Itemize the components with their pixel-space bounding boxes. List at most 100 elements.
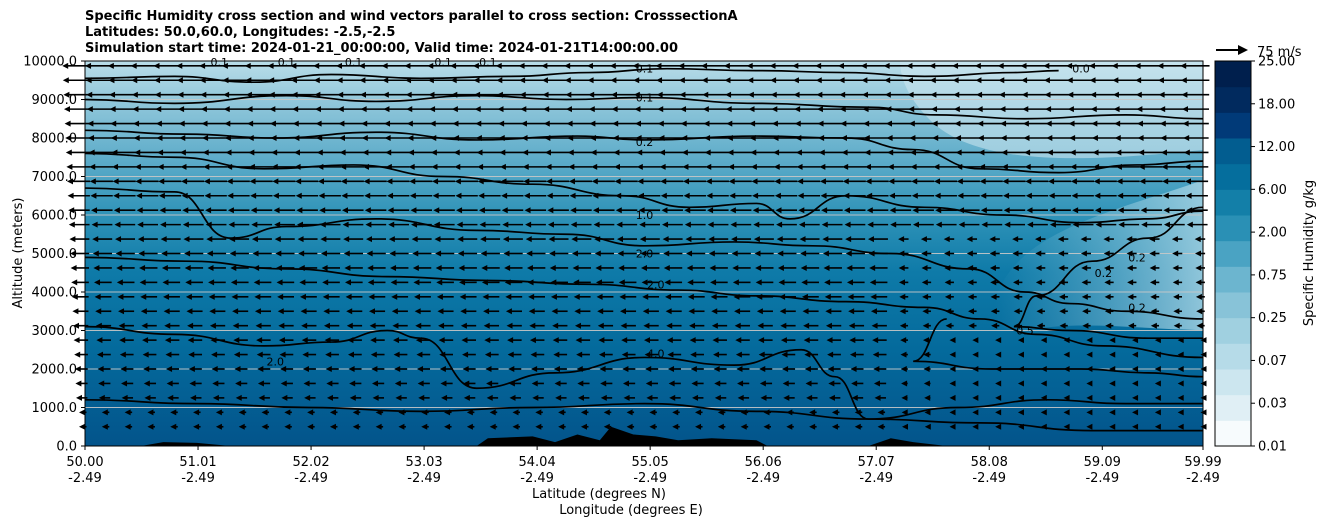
- wind-arrow-head: [523, 192, 530, 199]
- wind-arrow-head: [860, 62, 867, 69]
- wind-arrow-head: [520, 120, 527, 127]
- wind-arrow-head: [117, 293, 124, 300]
- wind-arrow-head: [460, 322, 467, 329]
- wind-arrow-head: [1150, 322, 1157, 329]
- wind-arrow-head: [848, 322, 855, 329]
- contour-labels: 0.1 0.1 0.1 0.1 0.1 0.1 0.1 0.2 0.0 1.0 2.0 2.0 2.0 4…: [211, 56, 1146, 369]
- wind-arrow-head: [989, 264, 996, 271]
- wind-arrow-head: [708, 250, 715, 257]
- wind-arrow-head: [636, 163, 643, 170]
- wind-arrow-head: [776, 236, 783, 243]
- wind-arrow-head: [415, 322, 422, 329]
- wind-arrow-head: [322, 279, 329, 286]
- wind-arrow-head: [828, 394, 835, 401]
- wind-arrow-head: [837, 62, 844, 69]
- wind-arrow-head: [326, 394, 333, 401]
- wind-arrow-head: [86, 91, 93, 98]
- wind-arrow-head: [827, 366, 834, 372]
- wind-arrow-head: [529, 337, 536, 344]
- wind-arrow-head: [901, 394, 908, 401]
- wind-arrow-head: [75, 380, 82, 387]
- wind-arrow-head: [360, 91, 367, 98]
- wind-arrow-head: [179, 149, 186, 156]
- wind-arrow-head: [65, 149, 72, 156]
- wind-arrow-head: [130, 62, 137, 69]
- wind-arrow-head: [1181, 91, 1188, 98]
- wind-arrow-head: [877, 423, 884, 430]
- wind-arrow-head: [393, 351, 400, 358]
- wind-arrow-head: [872, 351, 879, 358]
- wind-arrow-head: [410, 207, 417, 214]
- wind-arrow-head: [406, 106, 413, 113]
- colorbar-tick-label: 18.00: [1258, 97, 1295, 112]
- wind-arrow-head: [338, 135, 345, 141]
- wind-arrow-head: [819, 178, 826, 185]
- wind-arrow-head: [780, 322, 787, 329]
- x-tick-label-lat: 56.06: [745, 455, 782, 470]
- y-tick-label: 4000.0: [32, 286, 78, 301]
- wind-arrow-head: [277, 293, 284, 300]
- wind-arrow-head: [1012, 250, 1019, 257]
- wind-arrow-head: [1182, 120, 1189, 127]
- wind-arrow-head: [352, 423, 359, 430]
- colorbar-tick-label: 0.03: [1258, 397, 1287, 412]
- wind-arrow-head: [753, 221, 760, 228]
- wind-arrow-head: [900, 337, 907, 344]
- wind-arrow-head: [336, 77, 343, 84]
- wind-arrow-head: [188, 351, 195, 358]
- wind-arrow-head: [976, 91, 983, 98]
- colorbar-segment: [1215, 86, 1251, 113]
- wind-arrow-head: [501, 192, 508, 199]
- wind-arrow-head: [232, 308, 239, 315]
- wind-arrow-head: [749, 120, 756, 127]
- wind-arrow-head: [845, 236, 852, 243]
- wind-arrow-head: [705, 178, 712, 185]
- wind-arrow-head: [162, 279, 169, 286]
- wind-arrow-head: [97, 366, 104, 372]
- wind-arrow-head: [370, 351, 377, 358]
- wind-arrow-head: [544, 149, 551, 156]
- wind-arrow-head: [1070, 163, 1077, 170]
- wind-arrow-head: [548, 236, 555, 243]
- wind-arrow-head: [848, 308, 855, 315]
- wind-arrow-head: [1183, 149, 1190, 156]
- wind-arrow-head: [170, 423, 177, 430]
- wind-arrow-head: [842, 163, 849, 170]
- wind-arrow-head: [759, 366, 766, 372]
- wind-arrow-head: [393, 337, 400, 344]
- wind-arrow-head: [284, 423, 291, 430]
- wind-arrow-head: [910, 163, 917, 170]
- wind-arrow-head: [575, 337, 582, 344]
- wind-arrow-head: [156, 135, 163, 141]
- wind-arrow-head: [695, 423, 702, 430]
- wind-arrow-head: [746, 62, 753, 69]
- x-axis-label-longitude: Longitude (degrees E): [559, 503, 703, 518]
- wind-arrow-head: [1105, 322, 1112, 329]
- wind-arrow-head: [284, 409, 291, 416]
- wind-arrow-head: [869, 264, 876, 271]
- wind-arrow-head: [383, 106, 390, 113]
- contour-label: 0.1: [345, 56, 363, 69]
- wind-arrow-head: [1135, 91, 1142, 98]
- wind-arrow-head: [451, 106, 458, 113]
- wind-arrow-head: [409, 178, 416, 185]
- wind-arrow-head: [888, 178, 895, 185]
- wind-arrow-head: [90, 192, 97, 199]
- wind-arrow-head: [981, 221, 988, 228]
- wind-arrow-head: [246, 106, 253, 113]
- wind-arrow-head: [1070, 178, 1077, 185]
- colorbar-tick-label: 0.75: [1258, 268, 1287, 283]
- wind-arrow-head: [753, 236, 760, 243]
- contour-lines: [84, 67, 1204, 432]
- wind-arrow-head: [1091, 120, 1098, 127]
- wind-arrow-head: [406, 120, 413, 127]
- wind-arrow-head: [949, 366, 956, 372]
- wind-arrow-head: [908, 120, 915, 127]
- wind-arrow-head: [665, 308, 672, 315]
- x-tick-label-lat: 54.04: [519, 455, 556, 470]
- wind-arrow-head: [1063, 423, 1070, 430]
- wind-arrow-head: [436, 293, 443, 300]
- wind-arrow-head: [342, 221, 349, 228]
- wind-arrow-head: [430, 149, 437, 156]
- wind-arrow-head: [610, 77, 617, 84]
